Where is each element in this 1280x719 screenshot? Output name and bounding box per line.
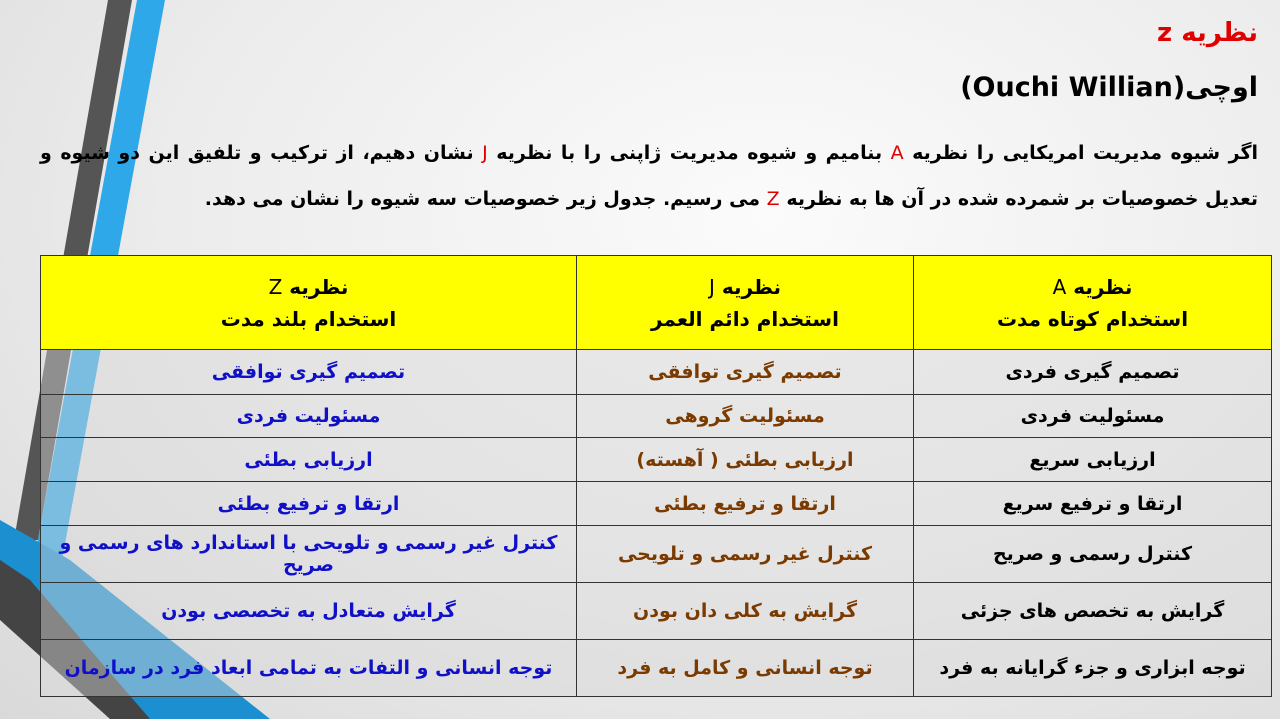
table-row: ارتقا و ترفیع سریع ارتقا و ترفیع بطئی ارتق… xyxy=(40,481,1272,526)
intro-paragraph: اگر شیوه مدیریت امریکایی را نظریه A بنام… xyxy=(40,130,1258,222)
table-row: ارزیابی سریع ارزیابی بطئی ( آهسته) ارزیابی… xyxy=(40,437,1272,482)
cell-z: کنترل غیر رسمی و تلویحی با استاندارد های… xyxy=(40,525,577,583)
cell-a: مسئولیت فردی xyxy=(913,394,1272,438)
para-text: می رسیم. جدول زیر خصوصیات سه شیوه را نشا… xyxy=(204,188,767,210)
para-letter-j: J xyxy=(482,142,488,164)
header-z: نظریه Z استخدام بلند مدت xyxy=(40,255,577,350)
table-row: گرایش به تخصص های جزئی گرایش به کلی دان ب… xyxy=(40,582,1272,640)
cell-z: مسئولیت فردی xyxy=(40,394,577,438)
cell-j: ارزیابی بطئی ( آهسته) xyxy=(576,437,914,482)
header-j: نظریه J استخدام دائم العمر xyxy=(576,255,914,350)
header-subtitle: استخدام بلند مدت xyxy=(220,306,397,331)
cell-a: ارتقا و ترفیع سریع xyxy=(913,481,1272,526)
header-theory: نظریه xyxy=(289,274,349,299)
para-text: نشان دهیم، از ترکیب و تلفیق این دو شیوه … xyxy=(40,142,1258,210)
cell-j: کنترل غیر رسمی و تلویحی xyxy=(576,525,914,583)
cell-j: ارتقا و ترفیع بطئی xyxy=(576,481,914,526)
cell-z: گرایش متعادل به تخصصی بودن xyxy=(40,582,577,640)
para-letter-a: A xyxy=(890,142,904,164)
table-header-row: نظریه A استخدام کوتاه مدت نظریه J استخدام … xyxy=(40,255,1272,350)
cell-a: تصمیم گیری فردی xyxy=(913,349,1272,395)
para-text: اگر شیوه مدیریت امریکایی را نظریه xyxy=(903,142,1258,164)
table-row: کنترل رسمی و صریح کنترل غیر رسمی و تلویحی… xyxy=(40,525,1272,583)
cell-j: گرایش به کلی دان بودن xyxy=(576,582,914,640)
cell-j: مسئولیت گروهی xyxy=(576,394,914,438)
cell-z: توجه انسانی و التفات به تمامی ابعاد فرد … xyxy=(40,639,577,697)
header-a: نظریه A استخدام کوتاه مدت xyxy=(913,255,1272,350)
header-subtitle: استخدام کوتاه مدت xyxy=(996,306,1189,331)
header-subtitle: استخدام دائم العمر xyxy=(651,306,839,331)
table-row: مسئولیت فردی مسئولیت گروهی مسئولیت فردی xyxy=(40,394,1272,438)
comparison-table: نظریه A استخدام کوتاه مدت نظریه J استخدام … xyxy=(40,255,1272,697)
cell-a: کنترل رسمی و صریح xyxy=(913,525,1272,583)
slide-title: نظریه z xyxy=(1157,18,1258,48)
cell-j: توجه انسانی و کامل به فرد xyxy=(576,639,914,697)
cell-a: گرایش به تخصص های جزئی xyxy=(913,582,1272,640)
header-letter: A xyxy=(1052,274,1067,299)
slide-subtitle: اوچی(Ouchi Willian) xyxy=(960,72,1258,103)
header-letter: J xyxy=(709,274,715,299)
cell-z: ارتقا و ترفیع بطئی xyxy=(40,481,577,526)
header-theory: نظریه xyxy=(721,274,781,299)
para-letter-z: Z xyxy=(766,188,780,210)
header-theory: نظریه xyxy=(1073,274,1133,299)
table-row: توجه ابزاری و جزء گرایانه به فرد توجه انس… xyxy=(40,639,1272,697)
cell-a: ارزیابی سریع xyxy=(913,437,1272,482)
cell-z: تصمیم گیری توافقی xyxy=(40,349,577,395)
cell-z: ارزیابی بطئی xyxy=(40,437,577,482)
header-letter: Z xyxy=(268,274,283,299)
para-text: بنامیم و شیوه مدیریت ژاپنی را با نظریه xyxy=(487,142,891,164)
cell-a: توجه ابزاری و جزء گرایانه به فرد xyxy=(913,639,1272,697)
table-row: تصمیم گیری فردی تصمیم گیری توافقی تصمیم گی… xyxy=(40,349,1272,395)
cell-j: تصمیم گیری توافقی xyxy=(576,349,914,395)
